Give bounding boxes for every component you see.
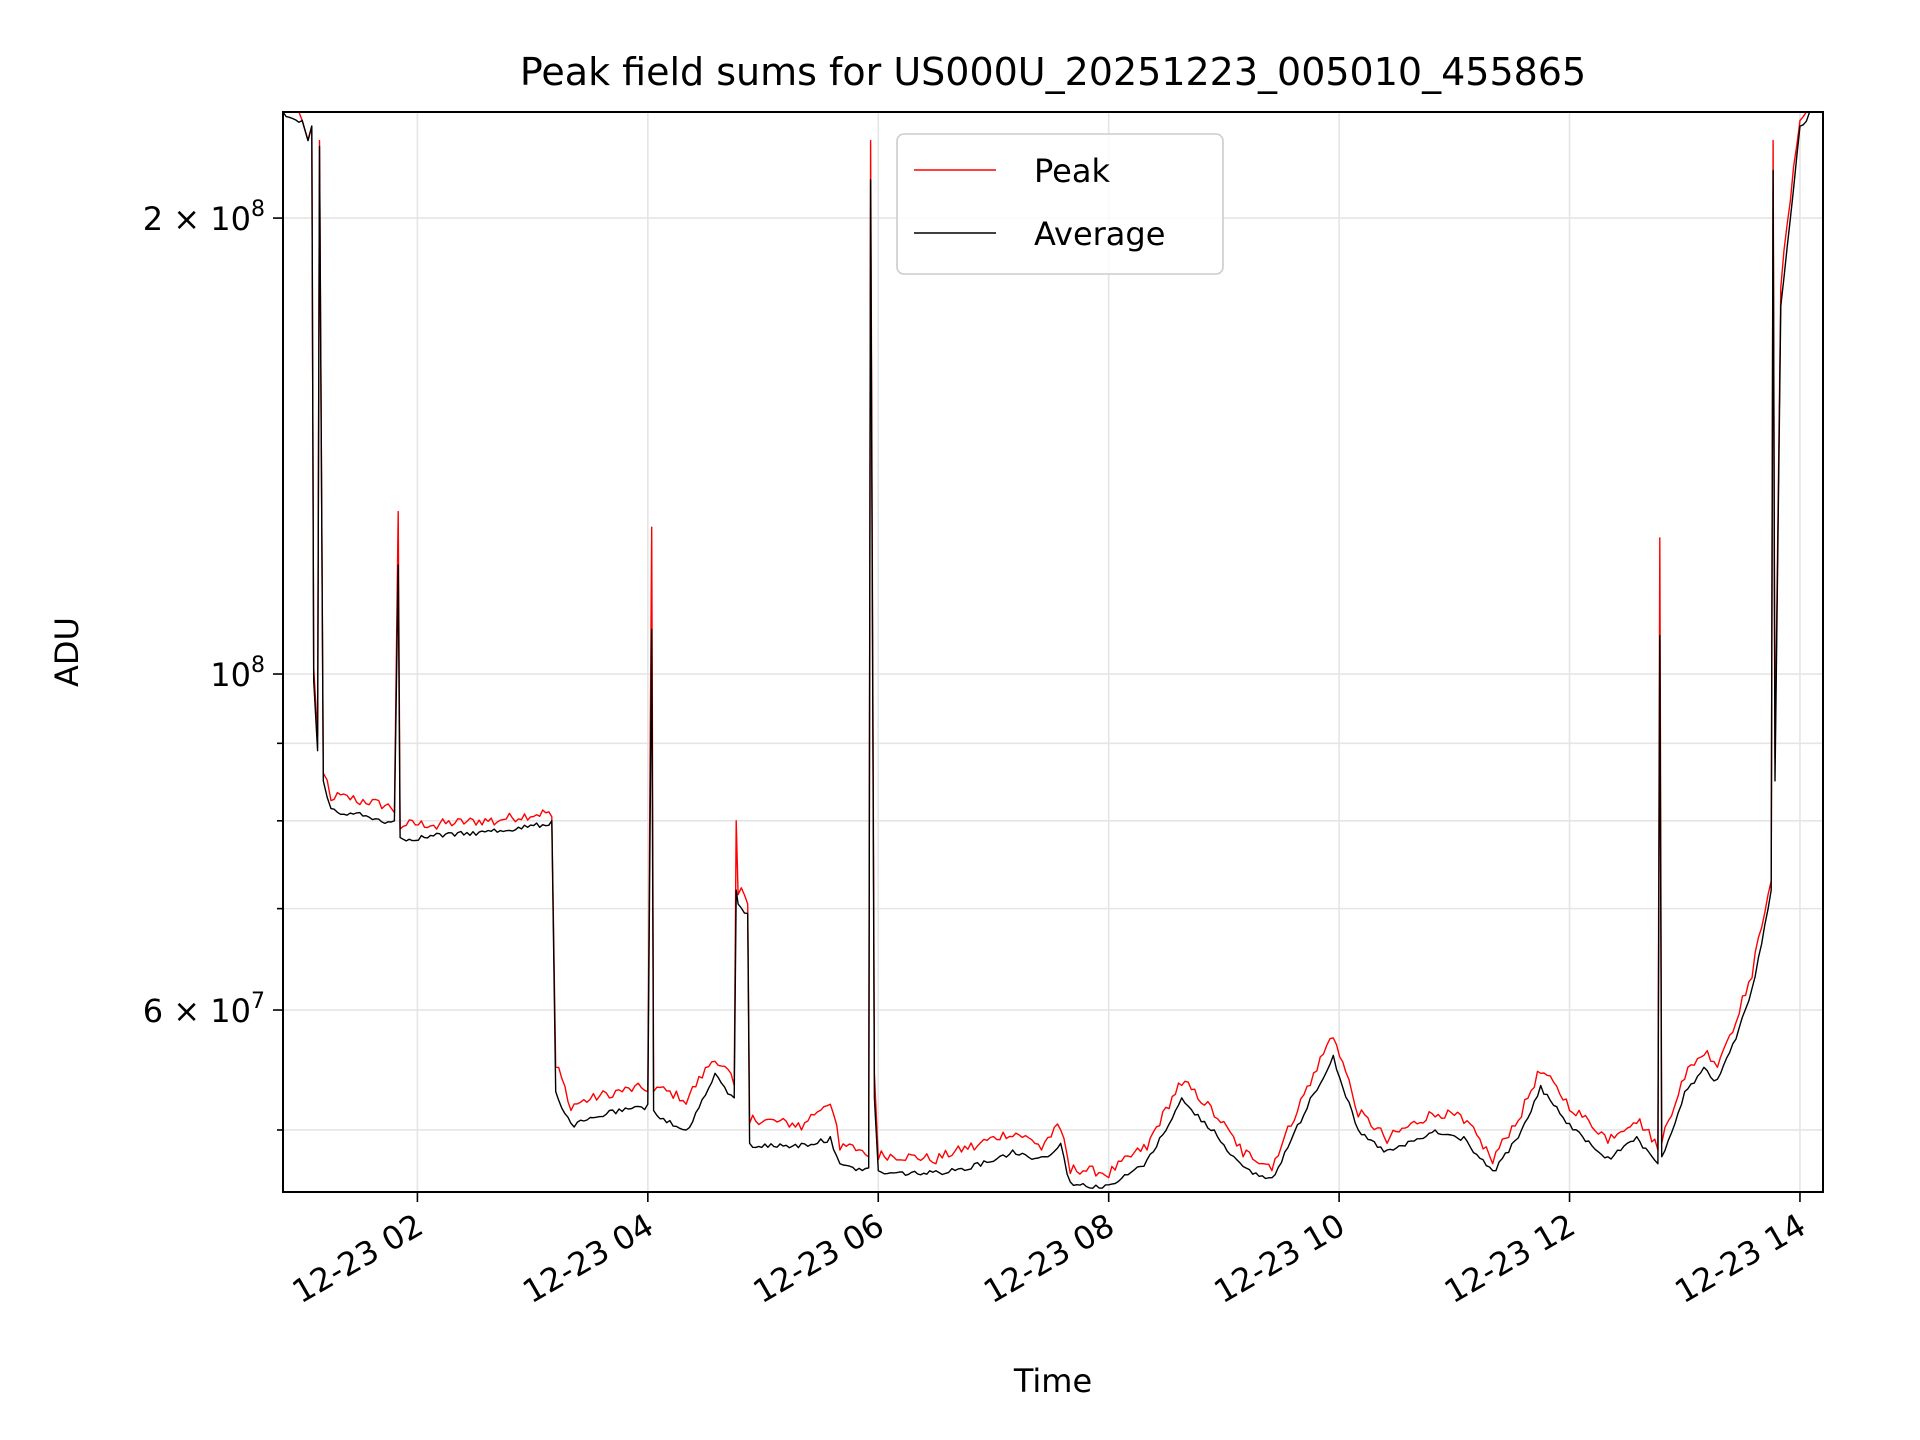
- chart-title: Peak field sums for US000U_20251223_0050…: [520, 50, 1586, 94]
- x-axis-label: Time: [1013, 1362, 1092, 1400]
- y-tick-label-2-10-8: 2 × 108: [143, 197, 265, 238]
- legend-label-average: Average: [1034, 215, 1165, 253]
- series-line-peak: [283, 112, 1810, 1179]
- plot-area-frame: [282, 111, 1824, 1193]
- legend: Peak Average: [896, 133, 1224, 275]
- y-axis-label: ADU: [48, 617, 86, 687]
- series-line-average: [283, 112, 1811, 1189]
- series-lines: [283, 112, 1811, 1189]
- legend-box: [896, 133, 1224, 275]
- y-tick-label-6-10-7: 6 × 107: [143, 989, 265, 1030]
- legend-label-peak: Peak: [1034, 152, 1110, 190]
- y-tick-label-10-8: 108: [210, 653, 265, 694]
